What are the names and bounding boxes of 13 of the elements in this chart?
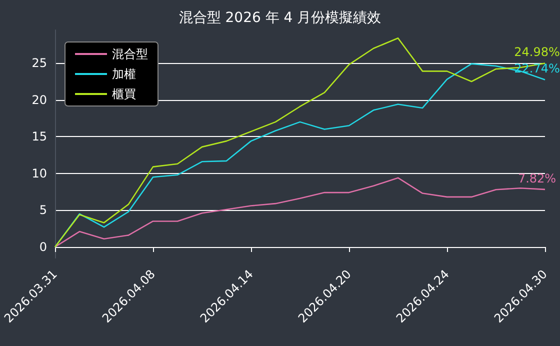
legend-label: 混合型 bbox=[112, 47, 148, 61]
y-tick-label: 5 bbox=[39, 203, 47, 218]
y-tick-label: 0 bbox=[39, 240, 47, 254]
data-label: 24.98% bbox=[514, 45, 560, 60]
y-tick-label: 20 bbox=[32, 92, 47, 107]
legend-label: 櫃買 bbox=[112, 87, 136, 101]
y-tick-label: 25 bbox=[32, 56, 47, 70]
legend-label: 加權 bbox=[112, 67, 136, 81]
data-label: 22.74% bbox=[514, 62, 560, 76]
y-tick-label: 10 bbox=[32, 166, 47, 180]
y-tick-label: 15 bbox=[32, 130, 47, 144]
data-label: 7.82% bbox=[518, 171, 556, 186]
chart-title: 混合型 2026 年 4 月份模擬績效 bbox=[178, 10, 382, 26]
